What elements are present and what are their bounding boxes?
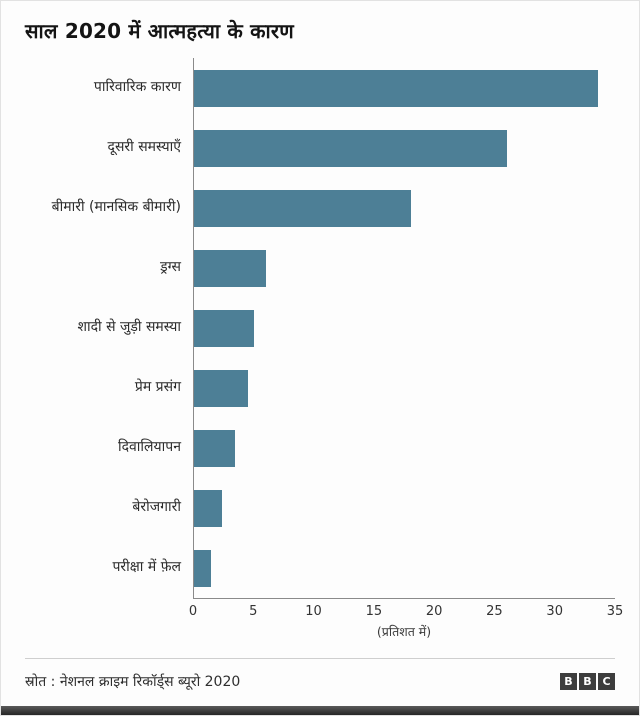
bar-label: दूसरी समस्याएँ <box>107 139 181 156</box>
x-axis-tick: 10 <box>305 604 322 619</box>
x-axis-tick: 35 <box>606 604 624 619</box>
x-axis-tick: 5 <box>249 604 258 619</box>
bbc-logo: B B C <box>560 673 615 690</box>
bar-track <box>193 178 615 238</box>
bar-chart: पारिवारिक कारण दूसरी समस्याएँ बीमारी (मानस… <box>25 58 623 640</box>
bar-label: बेरोजगारी <box>132 499 181 516</box>
x-axis-ticks: 0 5 10 15 20 25 30 35 <box>189 599 623 621</box>
bar-row: परीक्षा में फ़ेल <box>25 538 615 598</box>
bar-row: पारिवारिक कारण <box>25 58 615 118</box>
x-axis-tick: 20 <box>425 604 443 619</box>
bar <box>194 549 211 587</box>
bar <box>194 369 249 407</box>
bar-track <box>193 58 615 118</box>
bar <box>194 69 599 107</box>
bar-rows: पारिवारिक कारण दूसरी समस्याएँ बीमारी (मानस… <box>25 58 615 598</box>
x-axis-tick: 25 <box>486 604 503 619</box>
x-axis-label: (प्रतिशत में) <box>376 624 432 639</box>
bbc-logo-letter: B <box>560 673 577 690</box>
x-axis-line <box>193 598 615 599</box>
x-axis-tick: 15 <box>365 604 383 619</box>
footer: स्रोत : नेशनल क्राइम रिकॉर्ड्स ब्यूरो 20… <box>25 658 615 691</box>
bar-label: प्रेम प्रसंग <box>134 379 181 396</box>
bar-track <box>193 418 615 478</box>
x-axis-tick: 30 <box>546 604 563 619</box>
bar-label: शादी से जुड़ी समस्या <box>77 319 181 336</box>
bar-label: परीक्षा में फ़ेल <box>112 559 181 576</box>
bar-row: दिवालियापन <box>25 418 615 478</box>
bar-label: ड्रग्स <box>160 259 181 276</box>
bar-track <box>193 478 615 538</box>
bar-row: ड्रग्स <box>25 238 615 298</box>
x-axis-tick: 0 <box>188 604 198 619</box>
bar <box>194 249 267 287</box>
bbc-logo-letter: C <box>598 673 615 690</box>
bar <box>194 309 255 347</box>
bar <box>194 429 235 467</box>
bar-track <box>193 538 615 598</box>
bar-label: पारिवारिक कारण <box>93 79 181 96</box>
bar-label: बीमारी (मानसिक बीमारी) <box>51 199 181 216</box>
bar-label: दिवालियापन <box>117 439 181 456</box>
bar-track <box>193 118 615 178</box>
bar-track <box>193 358 615 418</box>
bar <box>194 489 222 527</box>
bar <box>194 129 507 167</box>
bar-row: बेरोजगारी <box>25 478 615 538</box>
bar-row: शादी से जुड़ी समस्या <box>25 298 615 358</box>
source-text: स्रोत : नेशनल क्राइम रिकॉर्ड्स ब्यूरो 20… <box>25 674 241 690</box>
bar-row: प्रेम प्रसंग <box>25 358 615 418</box>
bottom-bar <box>1 706 639 715</box>
bar-row: दूसरी समस्याएँ <box>25 118 615 178</box>
bbc-logo-letter: B <box>579 673 596 690</box>
page-title: साल 2020 में आत्महत्या के कारण <box>25 19 294 43</box>
bar-row: बीमारी (मानसिक बीमारी) <box>25 178 615 238</box>
bar-track <box>193 298 615 358</box>
bar <box>194 189 411 227</box>
bar-track <box>193 238 615 298</box>
